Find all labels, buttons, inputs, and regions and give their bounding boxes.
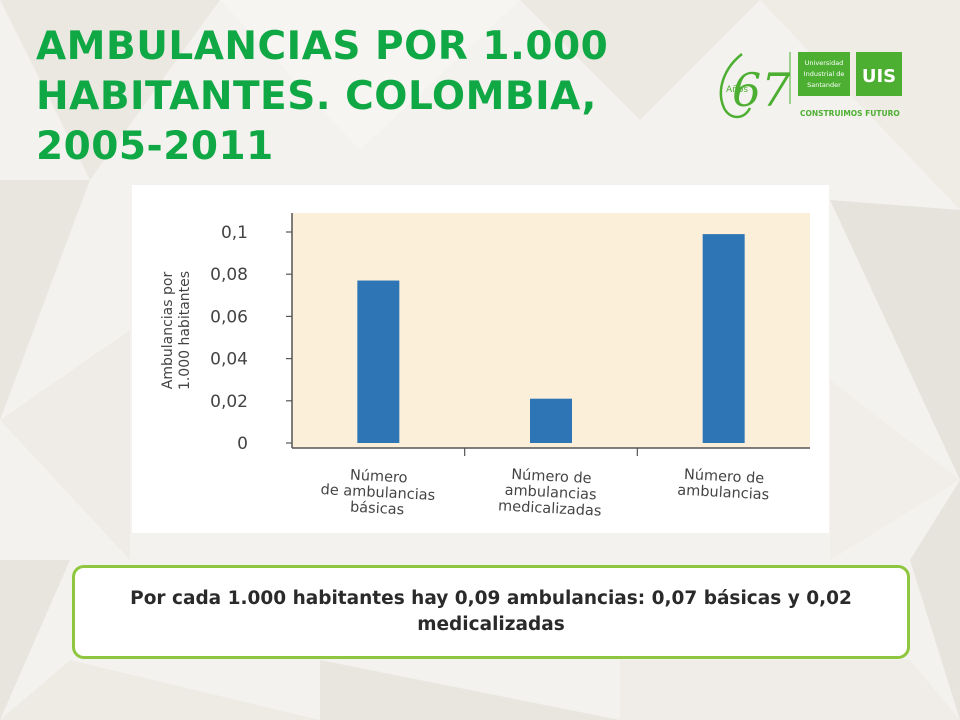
bar — [702, 234, 745, 443]
y-axis-label: Ambulancias por1.000 habitantes — [160, 271, 193, 390]
university-name-line-1: Universidad — [805, 59, 844, 67]
anniversary-word: Años — [726, 85, 748, 95]
x-category-label: Númerode ambulanciasbásicas — [319, 466, 436, 520]
summary-callout: Por cada 1.000 habitantes hay 0,09 ambul… — [72, 565, 910, 659]
logo-slogan: CONSTRUIMOS FUTURO — [800, 109, 900, 118]
uis-acronym: UIS — [862, 66, 896, 87]
university-name-block — [798, 52, 850, 96]
y-tick-label: 0,02 — [210, 392, 248, 412]
uis-emblem — [856, 52, 902, 96]
anniversary-number: 67 — [732, 63, 791, 117]
slide-title: AMBULANCIAS POR 1.000 HABITANTES. COLOMB… — [36, 24, 609, 169]
bar — [530, 398, 572, 443]
university-name-line-2: Industrial de — [804, 70, 845, 78]
summary-text: Por cada 1.000 habitantes hay 0,09 ambul… — [130, 588, 852, 635]
ambulances-bar-chart: 0 0,02 0,04 0,06 0,08 0,1 Ambulancias por1.000… — [160, 213, 810, 520]
anniversary-swoosh — [719, 53, 752, 119]
uis-67-anos-logo: 67 Años Universidad Industrial de Santan… — [719, 52, 902, 119]
chart-panel: 0 0,02 0,04 0,06 0,08 0,1 Ambulancias por1.000… — [132, 185, 829, 533]
x-category-label: Número deambulanciasmedicalizadas — [498, 466, 604, 519]
bar — [357, 280, 400, 443]
y-tick-label: 0,08 — [210, 265, 248, 285]
university-name-line-3: Santander — [807, 81, 841, 89]
y-tick-label: 0,06 — [210, 307, 248, 327]
y-tick-label: 0,1 — [221, 223, 248, 243]
y-tick-label: 0 — [237, 434, 248, 454]
x-category-label: Número deambulancias — [677, 467, 771, 504]
y-tick-label: 0,04 — [210, 350, 248, 370]
